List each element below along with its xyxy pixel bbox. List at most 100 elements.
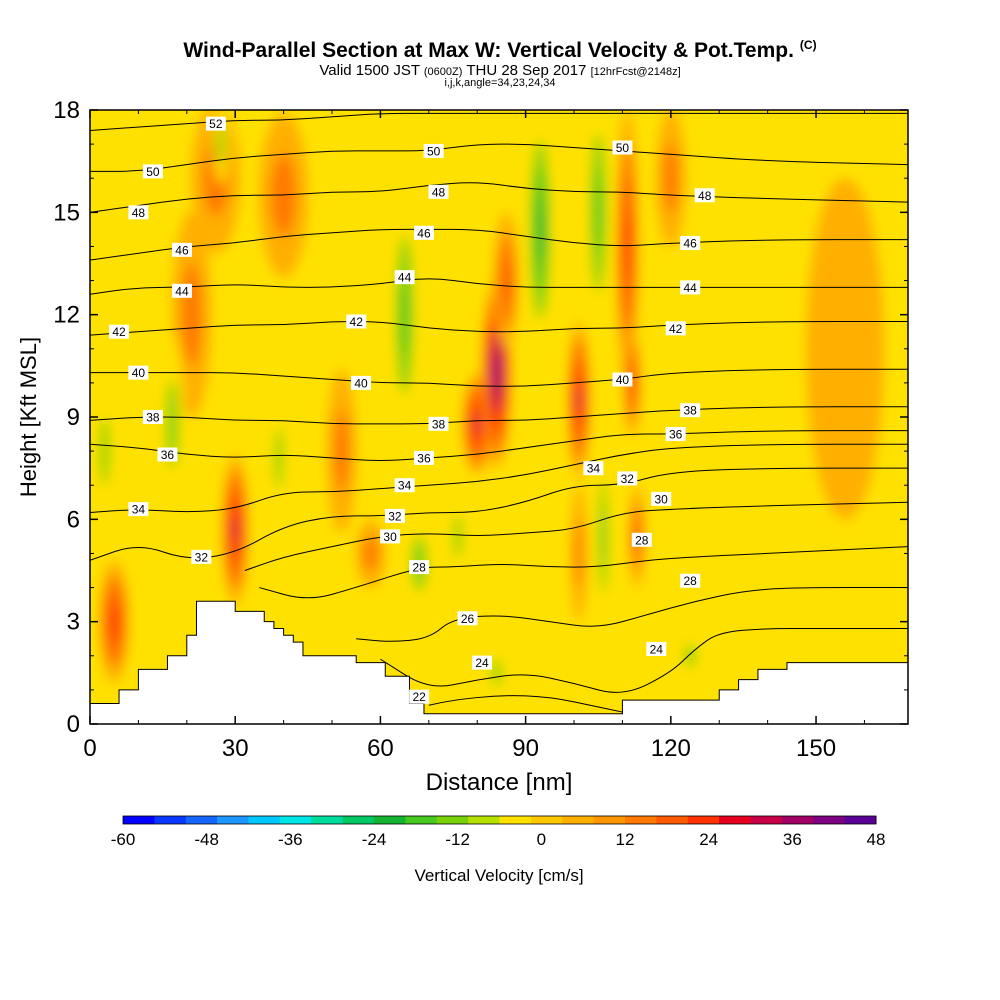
theta-contour-38 [90,406,908,425]
colorbar-bin-20 [750,816,783,824]
velocity-cell-5-level-1 [334,410,349,493]
contour-label-text-39: 22 [412,690,426,704]
contour-label-32: 30 [651,491,672,506]
velocity-cell-10-level-4 [576,384,581,416]
velocity-cell-3-level-1 [181,263,202,366]
contour-label-2: 50 [423,143,444,158]
contour-label-38: 24 [646,641,667,656]
colorbar-frame [122,815,877,825]
contour-label-3: 50 [612,140,633,155]
contour-label-text-10: 44 [175,284,189,298]
colorbar-bin-23 [844,816,877,824]
title-unit-mark: (C) [799,38,817,52]
y-tick-label-18: 18 [53,97,80,124]
contour-label-text-31: 30 [383,530,397,544]
contour-label-28: 32 [191,549,212,564]
theta-contours [90,112,908,713]
theta-contour-32 [90,467,908,561]
velocity-cell-16-level-0 [806,178,884,520]
velocity-cell-12-level-3 [624,212,630,281]
contour-label-30: 32 [617,471,638,486]
colorbar-tick--12: -12 [445,830,470,849]
colorbar-bin-2 [185,816,218,824]
contour-label-text-32: 30 [654,492,668,506]
contour-label-23: 36 [413,450,434,465]
theta-contour-28 [259,546,908,599]
velocity-cell-8-level-6 [494,359,499,387]
contour-label-14: 42 [346,314,367,329]
velocity-cell-9-level-2 [502,257,511,304]
colorbar-label: Vertical Velocity [cm/s] [414,866,583,885]
contour-label-text-30: 32 [621,472,635,486]
x-tick-label-150: 150 [796,735,836,762]
contour-label-text-3: 50 [616,141,630,155]
contour-label-12: 44 [680,280,701,295]
colorbar-bin-15 [593,816,626,824]
theta-contour-40 [90,368,908,387]
contour-label-25: 34 [128,502,149,517]
contour-label-text-24: 36 [669,428,683,442]
contour-label-33: 28 [409,560,430,575]
contour-label-34: 28 [631,532,652,547]
contour-label-text-12: 44 [684,281,698,295]
contour-label-26: 34 [394,478,415,493]
theta-contour-24 [380,627,908,693]
chart-subtitle: Valid 1500 JST (0600Z) THU 28 Sep 2017 [… [319,62,681,79]
terrain [90,600,908,724]
y-tick-label-12: 12 [53,302,80,329]
contour-label-19: 38 [142,410,163,425]
contour-label-10: 44 [171,283,192,298]
contour-label-text-21: 38 [684,404,698,418]
contour-label-9: 46 [680,236,701,251]
colorbar-bin-14 [562,816,595,824]
colorbar-bin-4 [248,816,281,824]
colorbar-tick-24: 24 [699,830,718,849]
colorbar-bin-17 [656,816,689,824]
colorbar-bin-21 [781,816,814,824]
contour-label-6: 48 [694,188,715,203]
contour-label-35: 28 [680,573,701,588]
colorbar-bin-12 [499,816,532,824]
contour-label-text-38: 24 [650,642,664,656]
velocity-cell-18-level-1 [166,379,179,469]
contour-label-text-14: 42 [350,315,364,329]
colorbar-tick-36: 36 [783,830,802,849]
contour-label-text-22: 36 [161,448,175,462]
velocity-cell-25-level-2 [601,507,606,565]
contour-label-text-16: 40 [132,366,146,380]
velocity-cell-1-level-4 [232,514,238,545]
contour-label-0: 52 [205,116,226,131]
theta-contour-30 [244,501,908,571]
contour-label-text-17: 40 [354,376,368,390]
colorbar-bin-13 [530,816,563,824]
contour-label-text-23: 36 [417,451,431,465]
colorbar-bin-7 [342,816,375,824]
x-tick-label-30: 30 [222,735,249,762]
velocity-cell-27-level-1 [685,643,696,668]
theta-contour-36 [90,430,908,461]
colorbar-bin-3 [217,816,249,824]
contour-label-22: 36 [157,447,178,462]
y-tick-label-3: 3 [67,609,80,636]
velocity-cell-24-level-2 [594,172,602,253]
x-tick-label-120: 120 [651,735,691,762]
contour-label-5: 48 [428,184,449,199]
contour-label-text-29: 32 [388,509,402,523]
contour-label-24: 36 [665,427,686,442]
contour-label-text-33: 28 [412,561,426,575]
contour-label-text-20: 38 [432,417,446,431]
velocity-cell-23-level-3 [537,199,544,260]
velocity-cell-6-level-1 [363,536,378,571]
terrain-mask [90,600,908,724]
x-tick-label-60: 60 [367,735,394,762]
theta-contour-22 [428,695,623,713]
colorbar-bin-5 [279,816,312,824]
contour-label-text-25: 34 [132,503,146,517]
velocity-cell-28-level-1 [454,514,462,559]
theta-contour-50 [90,143,908,172]
colorbar-bin-19 [719,816,751,824]
contour-label-text-13: 42 [112,325,126,339]
